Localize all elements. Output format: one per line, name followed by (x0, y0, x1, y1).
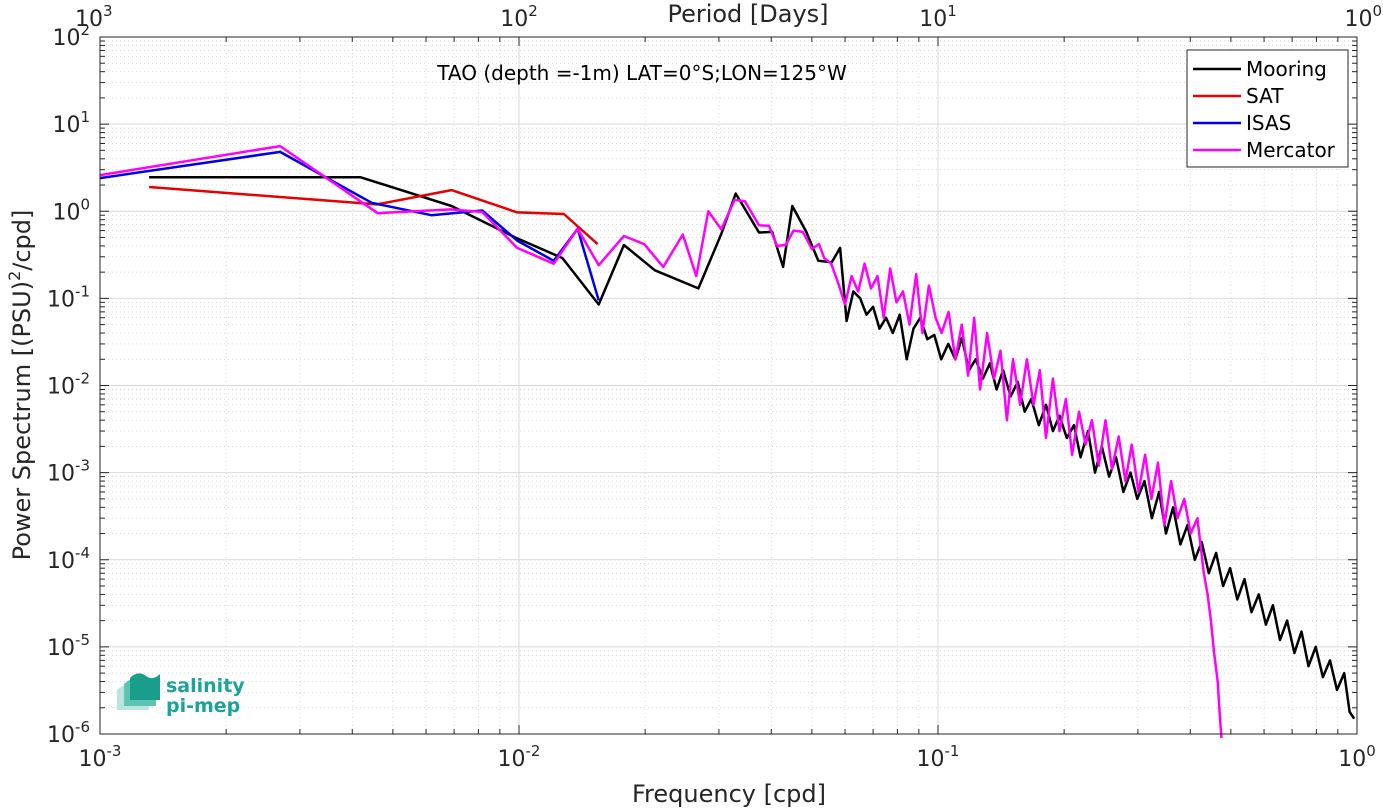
y-tick-exp: 0 (80, 195, 90, 213)
y-tick-label: 10-4 (47, 544, 90, 574)
x-tick-label: 10-2 (498, 742, 541, 772)
y-tick-base: 10 (52, 113, 80, 138)
legend: Mooring SAT ISAS Mercator (1186, 49, 1349, 168)
y-tick-label: 101 (52, 108, 90, 138)
series-line-mooring (149, 176, 1356, 720)
top-tick-base: 10 (500, 7, 528, 32)
logo-text-salinity: salinity (166, 675, 245, 697)
legend-label-mercator: Mercator (1246, 138, 1336, 162)
top-tick-base: 10 (1344, 7, 1372, 32)
y-axis-label-sup: 2 (5, 271, 24, 281)
top-tick-base: 10 (919, 7, 947, 32)
tick-marks (99, 36, 1358, 735)
top-tick-exp: 3 (103, 2, 113, 20)
y-tick-base: 10 (47, 462, 75, 487)
top-tick-label: 101 (919, 2, 957, 32)
x2-axis-label: Period [Days] (667, 0, 828, 28)
x-tick-exp: -1 (945, 742, 960, 760)
y-axis-label-tail: /cpd] (8, 210, 36, 271)
y-tick-label: 10-5 (47, 631, 90, 661)
legend-label-isas: ISAS (1246, 111, 1291, 135)
y-tick-exp: -5 (75, 631, 90, 649)
y-tick-label: 100 (52, 195, 90, 225)
y-tick-base: 10 (52, 200, 80, 225)
y-axis-label: Power Spectrum [(PSU)2/cpd] (5, 210, 36, 561)
top-tick-exp: 0 (1372, 2, 1382, 20)
salinity-pimep-logo: salinity pi-mep (117, 673, 245, 717)
x-tick-base: 10 (79, 747, 107, 772)
y-axis-label-main: Power Spectrum [(PSU) (8, 281, 36, 560)
y-tick-exp: -3 (75, 457, 90, 475)
y-tick-base: 10 (52, 26, 80, 51)
top-tick-label: 102 (500, 2, 538, 32)
x-axis-label: Frequency [cpd] (632, 780, 826, 808)
y-tick-label: 102 (52, 21, 90, 51)
legend-label-sat: SAT (1246, 84, 1284, 108)
x-tick-exp: -3 (107, 742, 122, 760)
y-tick-label: 10-2 (47, 370, 90, 400)
y-tick-exp: -6 (75, 718, 90, 736)
x-tick-label: 100 (1338, 742, 1376, 772)
x-tick-labels: 10-3 10-2 10-1 100 (79, 742, 1376, 772)
x-tick-exp: -2 (526, 742, 541, 760)
y-tick-label: 10-1 (47, 282, 90, 312)
y-tick-base: 10 (47, 636, 75, 661)
y-tick-base: 10 (47, 375, 75, 400)
y-tick-label: 10-3 (47, 457, 90, 487)
x-tick-label: 10-1 (917, 742, 960, 772)
x-tick-base: 10 (1338, 747, 1366, 772)
logo-text-pimep: pi-mep (166, 695, 240, 717)
x-tick-exp: 0 (1366, 742, 1376, 760)
y-tick-base: 10 (47, 549, 75, 574)
y-tick-exp: -1 (75, 282, 90, 300)
y-tick-exp: -2 (75, 370, 90, 388)
logo-wave-icon-top (130, 673, 160, 700)
x-tick-base: 10 (498, 747, 526, 772)
y-tick-label: 10-6 (47, 718, 90, 748)
top-tick-exp: 2 (528, 2, 538, 20)
top-tick-exp: 1 (947, 2, 957, 20)
x-tick-base: 10 (917, 747, 945, 772)
top-tick-base: 10 (75, 7, 103, 32)
y-tick-exp: -4 (75, 544, 90, 562)
series-line-sat (149, 185, 599, 246)
series-layer (99, 144, 1356, 739)
y-tick-base: 10 (47, 723, 75, 748)
y-tick-exp: 1 (80, 108, 90, 126)
top-tick-label: 100 (1344, 2, 1382, 32)
legend-label-mooring: Mooring (1246, 57, 1327, 81)
y-tick-base: 10 (47, 287, 75, 312)
x-tick-label: 10-3 (79, 742, 122, 772)
top-tick-label: 103 (75, 2, 113, 32)
chart-title: TAO (depth =-1m) LAT=0°S;LON=125°W (436, 61, 847, 85)
series-line-mercator (99, 144, 1223, 739)
top-tick-labels: 103 102 101 100 (75, 2, 1382, 32)
y-tick-exp: 2 (80, 21, 90, 39)
